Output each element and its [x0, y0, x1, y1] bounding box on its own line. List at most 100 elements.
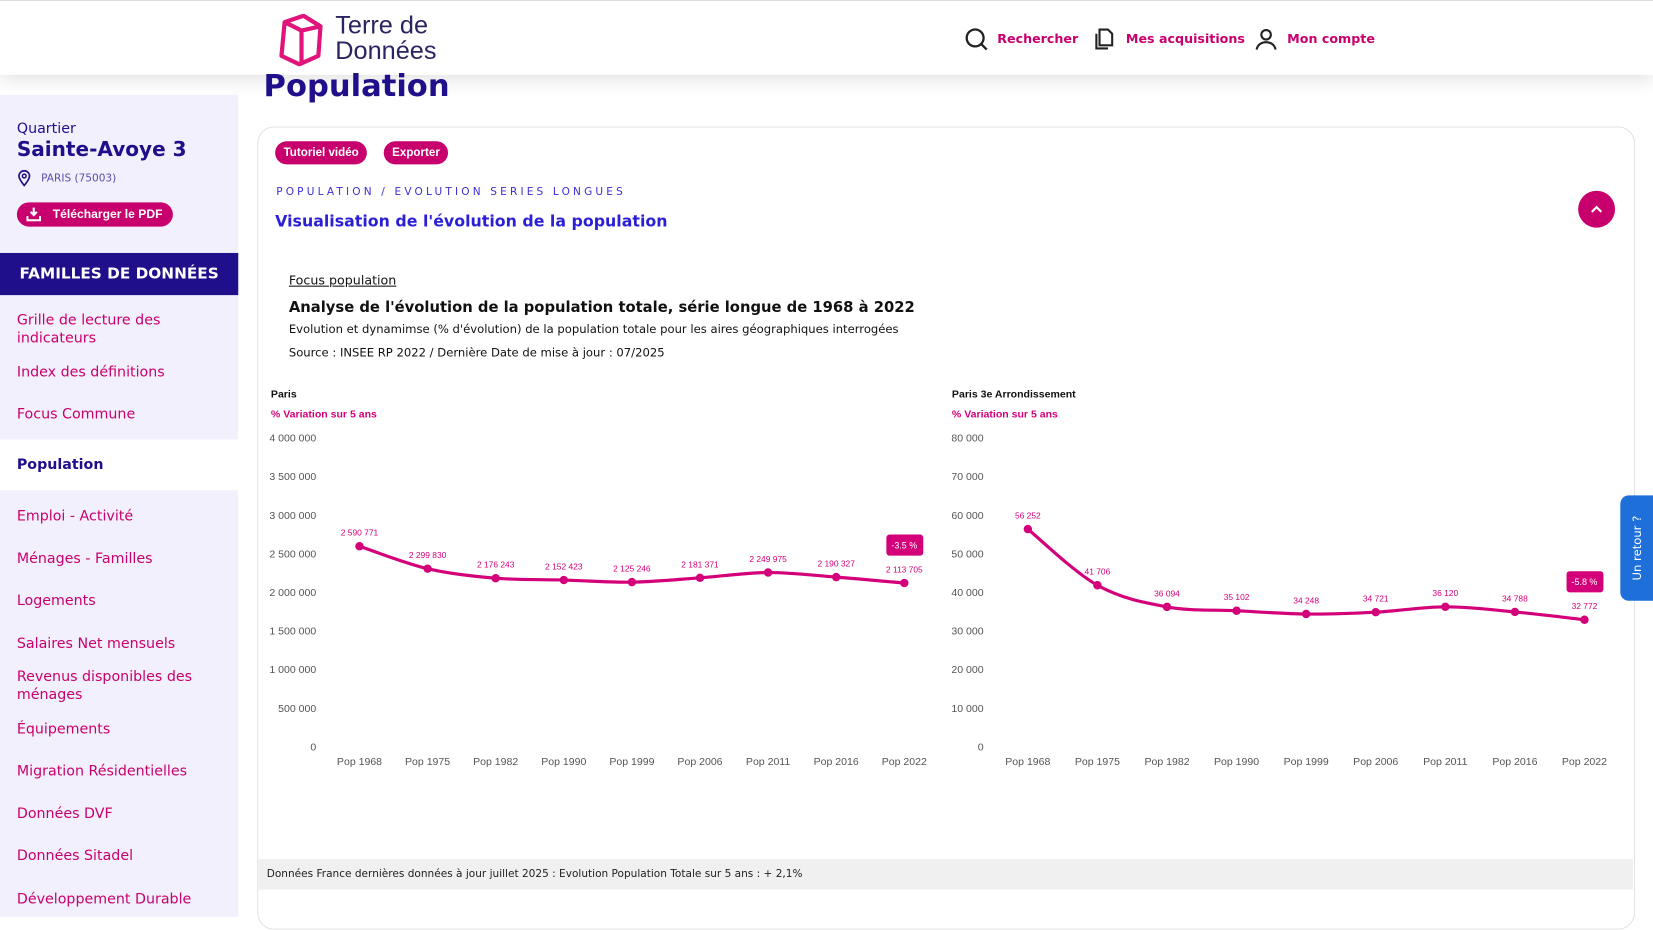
data-point	[1441, 602, 1450, 612]
variation-badge-label: -5.8 %	[1572, 577, 1598, 587]
y-tick-label: 3 500 000	[269, 471, 316, 483]
breadcrumb: POPULATION / EVOLUTION SERIES LONGUES	[276, 186, 626, 199]
x-tick-label: Pop 2016	[1492, 756, 1537, 768]
data-label: 36 120	[1432, 588, 1458, 598]
y-tick-label: 20 000	[951, 664, 983, 676]
series-line	[1026, 527, 1585, 622]
x-tick-label: Pop 1982	[473, 756, 518, 768]
x-tick-label: Pop 1975	[1075, 756, 1120, 768]
y-tick-label: 0	[978, 741, 984, 753]
data-label: 2 299 830	[409, 550, 447, 560]
y-tick-label: 2 500 000	[269, 548, 316, 560]
collapse-button[interactable]	[1578, 190, 1616, 228]
acquisitions-link[interactable]: Mes acquisitions	[1092, 26, 1245, 51]
x-tick-label: Pop 1975	[405, 756, 450, 768]
france-summary: Données France dernières données à jour …	[258, 859, 1633, 890]
section-title: Visualisation de l'évolution de la popul…	[275, 211, 668, 231]
y-tick-label: 1 000 000	[269, 664, 316, 676]
sidebar-item[interactable]: Population	[16, 456, 104, 474]
download-icon	[26, 207, 42, 222]
data-label: 2 152 423	[545, 562, 583, 572]
data-point	[559, 575, 569, 585]
data-label: 36 094	[1154, 588, 1180, 598]
y-tick-label: 0	[310, 741, 316, 753]
sidebar-item[interactable]: Données Sitadel	[16, 847, 134, 865]
download-pdf-button[interactable]: Télécharger le PDF	[16, 202, 174, 227]
variation-badge	[886, 534, 924, 556]
data-point	[1580, 615, 1589, 624]
data-label: 2 181 371	[681, 559, 719, 569]
data-point	[831, 572, 841, 582]
data-point	[900, 578, 909, 588]
data-label: 2 249 975	[749, 554, 787, 564]
user-icon	[1255, 28, 1277, 50]
y-tick-label: 2 000 000	[269, 587, 316, 599]
sidebar-item[interactable]: Logements	[16, 592, 96, 610]
chart-paris-3e: Paris 3e Arrondissement % Variation sur 5…	[951, 388, 1607, 768]
data-label: 32 772	[1572, 601, 1598, 611]
data-label: 2 190 327	[817, 559, 855, 569]
data-label: 34 248	[1293, 595, 1319, 605]
sidebar-item[interactable]: Salaires Net mensuels	[16, 635, 176, 653]
sidebar-item[interactable]: Migration Résidentielles	[16, 763, 188, 780]
x-tick-label: Pop 2016	[814, 756, 859, 768]
data-label: 2 113 705	[886, 565, 923, 575]
data-label: 35 102	[1224, 592, 1250, 602]
data-point	[423, 564, 432, 573]
data-point	[1510, 607, 1520, 617]
sidebar-item[interactable]: Équipements	[16, 720, 111, 738]
data-label: 2 125 246	[613, 564, 651, 574]
x-tick-label: Pop 2011	[746, 756, 790, 768]
account-link[interactable]: Mon compte	[1253, 26, 1375, 51]
data-point	[491, 573, 500, 583]
export-button[interactable]: Exporter	[383, 141, 449, 165]
data-label: 34 721	[1363, 594, 1389, 604]
data-label: 34 788	[1502, 593, 1528, 603]
y-tick-label: 70 000	[951, 471, 983, 483]
data-label: 56 252	[1015, 511, 1041, 521]
x-tick-label: Pop 2006	[1353, 756, 1398, 768]
data-point	[1232, 606, 1241, 615]
data-point	[695, 573, 705, 583]
data-label: 2 176 243	[477, 560, 515, 570]
data-point	[1301, 609, 1311, 619]
logo-icon[interactable]	[276, 13, 324, 67]
x-tick-label: Pop 1968	[1005, 756, 1050, 768]
logo-text[interactable]: Terre de Données	[335, 11, 437, 66]
y-tick-label: 40 000	[951, 587, 983, 599]
source-text: Source : INSEE RP 2022 / Dernière Date d…	[288, 345, 665, 360]
chart-paris: Paris % Variation sur 5 ans 0 500 000 1 000 …	[269, 388, 927, 768]
analysis-title: Analyse de l'évolution de la population …	[288, 299, 915, 317]
sidebar-item[interactable]: Ménages - Familles	[16, 550, 153, 568]
chart-subtitle: % Variation sur 5 ans	[952, 408, 1058, 420]
sidebar-item[interactable]: Emploi - Activité	[16, 508, 134, 525]
y-tick-label: 1 500 000	[269, 626, 316, 638]
focus-population-link[interactable]: Focus population	[288, 272, 397, 288]
data-label: 41 706	[1085, 567, 1111, 577]
search-link[interactable]: Rechercher	[964, 26, 1078, 51]
x-tick-label: Pop 1990	[541, 756, 586, 768]
data-point	[1371, 607, 1380, 617]
sidebar-item[interactable]: Index des définitions	[16, 363, 165, 381]
y-tick-label: 500 000	[278, 703, 316, 715]
sidebar-item[interactable]: Revenus disponibles des ménages	[16, 668, 193, 704]
data-point	[355, 541, 364, 551]
location-pin-icon	[18, 169, 31, 187]
x-tick-label: Pop 1968	[337, 756, 382, 768]
tutorial-video-button[interactable]: Tutoriel vidéo	[275, 141, 368, 165]
data-point	[1023, 524, 1033, 534]
y-tick-label: 10 000	[951, 703, 983, 715]
feedback-tab[interactable]: Un retour ?	[1620, 495, 1653, 601]
sidebar-item[interactable]: Grille de lecture des indicateurs	[16, 311, 161, 347]
area-name: Sainte-Avoye 3	[16, 138, 187, 162]
sidebar-item[interactable]: Développement Durable	[16, 890, 192, 908]
y-tick-label: 80 000	[951, 433, 983, 445]
variation-badge	[1566, 571, 1604, 593]
sidebar-item[interactable]: Données DVF	[16, 805, 113, 823]
content-card	[257, 126, 1636, 930]
area-location: PARIS (75003)	[41, 172, 117, 185]
data-point	[627, 577, 637, 587]
x-tick-label: Pop 2022	[1562, 756, 1607, 768]
sidebar-item[interactable]: Focus Commune	[16, 405, 136, 423]
x-tick-label: Pop 1999	[1284, 756, 1329, 768]
